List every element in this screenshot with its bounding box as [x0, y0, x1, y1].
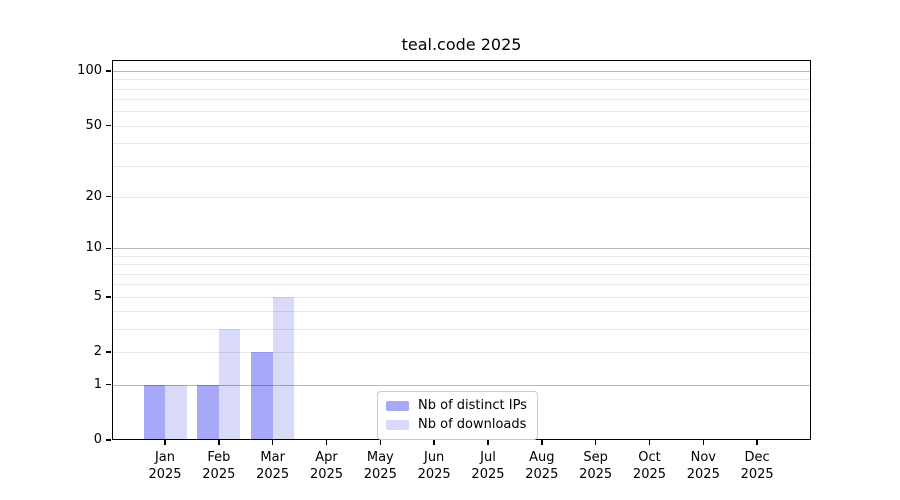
x-tick-label-month: Feb — [207, 450, 231, 465]
x-tick-label-jun: Jun 2025 — [404, 449, 464, 483]
x-tick-label-year: 2025 — [256, 467, 290, 482]
minor-gridline-3 — [112, 329, 811, 331]
chart-title: teal.code 2025 — [401, 35, 522, 54]
minor-gridline-30 — [112, 165, 811, 167]
minor-gridline-9 — [112, 255, 811, 257]
y-tick-label-100: 100 — [77, 63, 102, 79]
x-tick-label-month: Dec — [744, 450, 770, 465]
minor-gridline-2 — [112, 352, 811, 354]
x-tick-label-nov: Nov 2025 — [673, 449, 733, 483]
x-tick-mark-feb — [218, 440, 220, 445]
y-tick-label-50: 50 — [85, 117, 102, 133]
major-gridline-10 — [112, 248, 811, 250]
minor-gridline-5 — [112, 296, 811, 298]
bar-nb-of-downloads-mar — [272, 296, 295, 440]
y-tick-mark-50 — [106, 124, 111, 127]
legend-item-nb-of-distinct-ips: Nb of distinct IPs — [386, 398, 527, 413]
x-tick-label-month: Mar — [260, 450, 285, 465]
y-tick-mark-2 — [106, 351, 111, 353]
y-tick-label-20: 20 — [85, 188, 102, 204]
y-tick-mark-0 — [106, 439, 111, 441]
x-tick-label-mar: Mar 2025 — [243, 449, 303, 483]
bar-nb-of-distinct-ips-mar — [251, 352, 273, 440]
x-tick-label-apr: Apr 2025 — [296, 449, 356, 483]
x-tick-label-jan: Jan 2025 — [135, 449, 195, 483]
x-tick-mark-nov — [702, 440, 705, 445]
major-gridline-1 — [112, 384, 811, 386]
bar-nb-of-downloads-jan — [165, 384, 187, 440]
minor-gridline-50 — [112, 125, 811, 127]
minor-gridline-8 — [112, 264, 811, 266]
legend-label: Nb of downloads — [418, 417, 527, 432]
y-tick-label-10: 10 — [85, 240, 102, 256]
x-tick-label-sep: Sep 2025 — [566, 449, 626, 483]
x-tick-mark-jan — [164, 440, 166, 445]
x-tick-label-year: 2025 — [686, 467, 720, 482]
legend-swatch-icon — [386, 419, 409, 430]
legend: Nb of distinct IPs Nb of downloads — [377, 391, 538, 440]
x-tick-mark-dec — [756, 440, 758, 445]
bar-nb-of-distinct-ips-jan — [143, 384, 165, 440]
x-tick-label-aug: Aug 2025 — [512, 449, 572, 483]
x-tick-label-year: 2025 — [363, 467, 397, 482]
x-tick-label-may: May 2025 — [350, 449, 410, 483]
x-tick-mark-oct — [648, 440, 651, 445]
legend-label: Nb of distinct IPs — [418, 398, 527, 413]
x-tick-label-year: 2025 — [632, 467, 667, 482]
major-gridline-100 — [112, 71, 811, 73]
minor-gridline-6 — [112, 284, 811, 286]
minor-gridline-7 — [112, 273, 811, 275]
y-tick-mark-10 — [106, 247, 111, 250]
x-tick-mark-aug — [541, 440, 543, 445]
x-tick-label-year: 2025 — [525, 467, 559, 482]
x-tick-label-year: 2025 — [417, 467, 451, 482]
y-tick-mark-5 — [106, 296, 111, 298]
x-tick-mark-jun — [433, 440, 435, 445]
x-tick-mark-mar — [271, 440, 274, 445]
minor-gridline-80 — [112, 88, 811, 90]
legend-item-nb-of-downloads: Nb of downloads — [386, 417, 527, 432]
x-tick-label-month: Aug — [529, 450, 555, 465]
x-tick-mark-jul — [487, 440, 489, 445]
x-tick-label-month: Oct — [638, 450, 661, 465]
x-tick-label-month: May — [366, 450, 394, 465]
x-tick-label-month: Apr — [315, 450, 338, 465]
x-tick-label-year: 2025 — [740, 467, 774, 482]
x-tick-label-year: 2025 — [148, 467, 182, 482]
y-tick-label-0: 0 — [93, 432, 102, 447]
x-tick-label-month: Jul — [480, 450, 496, 465]
x-tick-label-month: Jan — [154, 450, 176, 465]
x-tick-label-month: Jun — [423, 450, 445, 465]
minor-gridline-4 — [112, 311, 811, 313]
x-tick-label-month: Sep — [583, 450, 608, 465]
y-tick-label-1: 1 — [93, 376, 102, 392]
y-tick-label-2: 2 — [93, 344, 102, 360]
minor-gridline-60 — [112, 111, 811, 113]
y-tick-label-5: 5 — [93, 288, 102, 304]
minor-gridline-90 — [112, 79, 811, 81]
y-tick-mark-1 — [106, 383, 111, 386]
x-tick-label-dec: Dec 2025 — [727, 449, 787, 483]
x-tick-label-feb: Feb 2025 — [189, 449, 249, 483]
plot-area — [112, 60, 811, 440]
x-tick-label-month: Nov — [690, 450, 716, 465]
minor-gridline-70 — [112, 99, 811, 101]
x-tick-label-year: 2025 — [579, 467, 613, 482]
bar-nb-of-distinct-ips-feb — [197, 384, 219, 440]
bar-nb-of-downloads-feb — [218, 329, 241, 440]
legend-swatch-icon — [386, 400, 409, 411]
x-tick-label-oct: Oct 2025 — [619, 449, 679, 483]
y-tick-mark-100 — [106, 70, 111, 72]
x-tick-mark-apr — [325, 440, 328, 445]
minor-gridline-20 — [112, 196, 811, 198]
x-tick-label-year: 2025 — [471, 467, 505, 482]
x-tick-label-year: 2025 — [309, 467, 344, 482]
y-tick-mark-20 — [106, 195, 111, 198]
x-tick-label-year: 2025 — [202, 467, 236, 482]
x-tick-mark-may — [379, 440, 382, 445]
minor-gridline-40 — [112, 143, 811, 145]
x-tick-label-jul: Jul 2025 — [458, 449, 518, 483]
x-tick-mark-sep — [594, 440, 597, 445]
